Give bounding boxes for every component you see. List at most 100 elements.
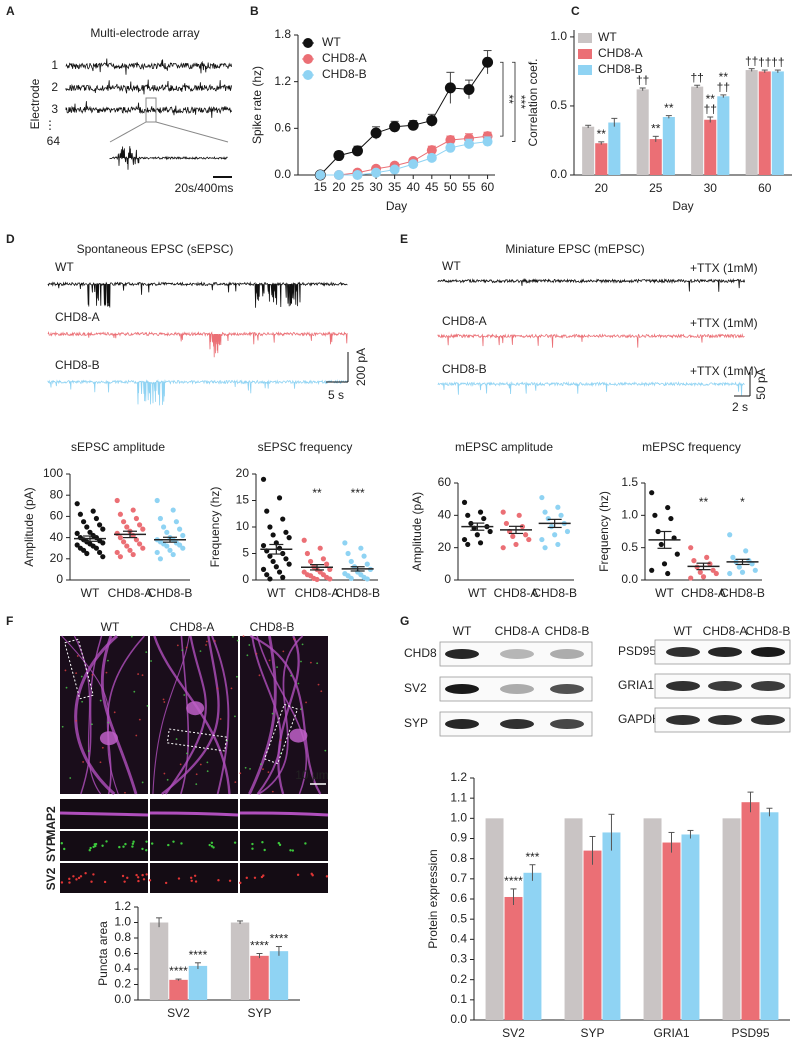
puncta bbox=[145, 873, 148, 876]
x-tick-label: CHD8-A bbox=[494, 586, 539, 600]
data-point bbox=[270, 532, 276, 538]
y-tick-label: 0.2 bbox=[450, 972, 467, 986]
puncta bbox=[60, 842, 64, 845]
puncta bbox=[248, 644, 251, 646]
significance-label: †† bbox=[636, 73, 649, 87]
puncta bbox=[208, 843, 211, 847]
puncta bbox=[88, 849, 91, 852]
blot-band bbox=[666, 681, 700, 691]
panel-title: Miniature EPSC (mEPSC) bbox=[505, 242, 644, 256]
trace-label: CHD8-A bbox=[442, 314, 487, 328]
data-point bbox=[345, 550, 351, 557]
trace-label: CHD8-B bbox=[55, 358, 100, 372]
data-point bbox=[516, 512, 522, 518]
data-point bbox=[730, 554, 736, 560]
trace-label: CHD8-B bbox=[442, 362, 487, 376]
data-point bbox=[154, 497, 160, 504]
puncta bbox=[290, 674, 293, 677]
significance-label: ** bbox=[664, 101, 674, 115]
data-point bbox=[539, 494, 545, 501]
data-point bbox=[117, 535, 123, 541]
panel-letter: F bbox=[6, 614, 13, 628]
data-point bbox=[97, 522, 103, 528]
blot-band bbox=[445, 719, 479, 729]
x-tick-label: 60 bbox=[481, 180, 495, 194]
data-point bbox=[124, 543, 130, 549]
bar bbox=[583, 850, 602, 1020]
puncta bbox=[130, 635, 133, 638]
data-point bbox=[674, 551, 680, 557]
puncta bbox=[118, 845, 121, 849]
lane-label: CHD8-B bbox=[746, 624, 791, 638]
puncta bbox=[166, 778, 169, 781]
puncta bbox=[60, 881, 64, 884]
bar bbox=[722, 818, 741, 1020]
bar bbox=[741, 802, 760, 1020]
data-point bbox=[548, 524, 555, 530]
neurite bbox=[277, 635, 300, 795]
data-point bbox=[652, 512, 658, 518]
data-point bbox=[327, 566, 333, 573]
bar bbox=[717, 96, 730, 175]
bar bbox=[691, 86, 704, 175]
neurite bbox=[164, 635, 207, 795]
puncta bbox=[216, 687, 219, 690]
puncta bbox=[145, 848, 148, 852]
data-point bbox=[361, 553, 367, 559]
series-line bbox=[320, 141, 488, 176]
trace bbox=[47, 379, 348, 406]
bar bbox=[564, 818, 583, 1020]
panel-title: Spontaneous EPSC (sEPSC) bbox=[77, 242, 234, 256]
data-point bbox=[513, 541, 519, 548]
data-point bbox=[127, 547, 133, 553]
significance-label: **** bbox=[504, 874, 523, 888]
puncta bbox=[234, 715, 236, 718]
data-point bbox=[81, 519, 87, 525]
puncta bbox=[206, 640, 208, 643]
bar bbox=[485, 818, 504, 1020]
y-tick-label: 0.0 bbox=[450, 1012, 467, 1026]
blot-band bbox=[445, 649, 479, 659]
data-point bbox=[74, 542, 80, 548]
puncta bbox=[141, 847, 144, 851]
data-point bbox=[697, 569, 703, 575]
significance-label: ** bbox=[699, 495, 709, 509]
significance-label: **** bbox=[270, 932, 289, 946]
data-point bbox=[510, 533, 516, 539]
y-axis-label: Frequency (hz) bbox=[208, 487, 222, 568]
puncta bbox=[185, 646, 188, 649]
data-point bbox=[137, 541, 143, 547]
data-point bbox=[170, 551, 176, 558]
protein-label: GAPDH bbox=[618, 712, 661, 726]
significance-label: **** bbox=[189, 948, 208, 962]
data-point bbox=[668, 515, 674, 522]
soma bbox=[99, 731, 118, 746]
point bbox=[315, 170, 326, 180]
scale-label: 10 μm bbox=[295, 768, 329, 782]
bar bbox=[704, 119, 717, 175]
puncta bbox=[76, 655, 79, 657]
puncta bbox=[69, 777, 72, 779]
y-tick-label: 0.6 bbox=[450, 891, 467, 905]
y-tick-label: 0.0 bbox=[621, 572, 638, 586]
roi-box bbox=[166, 728, 228, 752]
bar bbox=[230, 922, 250, 1000]
puncta bbox=[310, 872, 313, 876]
scale-label: 20s/400ms bbox=[175, 181, 234, 195]
series-line bbox=[319, 61, 489, 176]
significance-bracket bbox=[512, 61, 516, 142]
puncta bbox=[103, 880, 107, 884]
y-axis-label: Spike rate (hz) bbox=[250, 66, 264, 144]
bar bbox=[771, 71, 784, 175]
puncta bbox=[79, 875, 83, 878]
y-axis-label: Protein expression bbox=[426, 849, 440, 948]
x-tick-label: WT bbox=[267, 586, 286, 600]
trace bbox=[437, 278, 745, 292]
significance-bracket bbox=[500, 61, 504, 137]
data-point bbox=[84, 524, 90, 530]
data-point bbox=[177, 542, 183, 548]
data-point bbox=[167, 547, 173, 553]
puncta bbox=[92, 873, 95, 876]
panel-letter: E bbox=[400, 232, 408, 246]
data-point bbox=[264, 572, 270, 578]
